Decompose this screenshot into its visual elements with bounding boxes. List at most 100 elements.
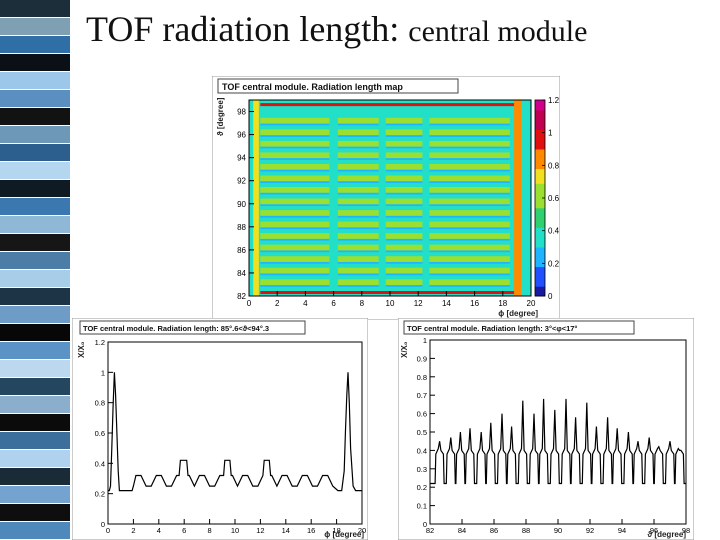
theta-x-axis-label: ϑ [degree]	[648, 530, 687, 539]
heatmap-x-tick-label: 12	[414, 299, 423, 308]
theta-series-line	[430, 398, 686, 485]
radiation-length-vs-theta-chart: TOF central module. Radiation length: 3°…	[398, 318, 694, 540]
theta-y-axis-label: X/X₀	[400, 341, 409, 358]
heatmap-y-tick-label: 94	[237, 154, 246, 163]
stripe-block	[0, 252, 70, 270]
colorbar-segment	[535, 168, 545, 174]
stripe-block	[0, 54, 70, 72]
phi-x-tick-label: 6	[182, 526, 186, 535]
phi-x-tick-label: 4	[157, 526, 161, 535]
theta-y-tick-label: 0.9	[417, 354, 427, 363]
heatmap-y-tick-label: 82	[237, 292, 246, 301]
colorbar-segment	[535, 158, 545, 165]
theta-x-tick-label: 92	[586, 526, 594, 535]
heatmap-x-tick-label: 4	[303, 299, 308, 308]
colorbar-segment	[535, 207, 545, 214]
phi-y-tick-label: 1.2	[95, 338, 105, 347]
phi-series-line	[108, 372, 362, 492]
stripe-block	[0, 216, 70, 234]
theta-x-tick-label: 84	[458, 526, 466, 535]
colorbar-segment	[535, 139, 545, 145]
stripe-block	[0, 270, 70, 288]
heatmap-edge-row	[260, 103, 515, 107]
heatmap-y-tick-label: 88	[237, 223, 246, 232]
slide-title-sub: central module	[408, 15, 588, 48]
stripe-block	[0, 342, 70, 360]
theta-y-tick-label: 0.1	[417, 502, 427, 511]
colorbar-segment	[535, 153, 545, 160]
colorbar-segment	[535, 129, 545, 135]
phi-x-tick-label: 10	[231, 526, 239, 535]
theta-x-tick-label: 90	[554, 526, 562, 535]
stripe-block	[0, 90, 70, 108]
stripe-block	[0, 162, 70, 180]
phi-x-tick-label: 0	[106, 526, 110, 535]
heatmap-x-tick-label: 8	[360, 299, 365, 308]
theta-x-tick-label: 94	[618, 526, 626, 535]
colorbar-segment	[535, 114, 545, 121]
phi-axes-frame	[107, 341, 363, 525]
stripe-block	[0, 468, 70, 486]
colorbar-segment	[535, 124, 545, 130]
colorbar-segment	[535, 163, 545, 170]
phi-y-tick-label: 0.6	[95, 429, 105, 438]
stripe-block	[0, 288, 70, 306]
slide-title-main: TOF radiation length:	[86, 9, 400, 49]
stripe-block	[0, 414, 70, 432]
stripe-block	[0, 234, 70, 252]
stripe-block	[0, 198, 70, 216]
heatmap-x-tick-label: 6	[331, 299, 336, 308]
theta-axes-frame	[429, 339, 687, 525]
colorbar-segment	[535, 149, 545, 155]
phi-y-tick-label: 0	[101, 520, 105, 529]
phi-x-tick-label: 20	[358, 526, 366, 535]
stripe-block	[0, 432, 70, 450]
heatmap-y-tick-label: 96	[237, 131, 246, 140]
colorbar-segment	[535, 266, 545, 272]
colorbar-segment	[535, 134, 545, 140]
phi-x-axis-label: ϕ [degree]	[324, 530, 364, 539]
heatmap-vertical-bar	[253, 100, 259, 296]
colorbar-segment	[535, 173, 545, 179]
colorbar-segment	[535, 271, 545, 277]
stripe-block	[0, 360, 70, 378]
theta-x-tick-label: 98	[682, 526, 690, 535]
colorbar-segment	[535, 109, 545, 116]
colorbar-segment	[535, 286, 545, 292]
heatmap-y-axis-label: ϑ [degree]	[216, 97, 225, 136]
colorbar-segment	[535, 256, 545, 263]
theta-y-tick-label: 0.5	[417, 428, 427, 437]
radiation-length-vs-phi-chart: TOF central module. Radiation length: 85…	[72, 318, 368, 540]
colorbar-tick-label: 0.6	[548, 194, 560, 203]
phi-x-tick-label: 14	[282, 526, 290, 535]
heatmap-edge-row	[260, 291, 515, 295]
heatmap-body	[249, 100, 531, 296]
heatmap-y-tick-label: 86	[237, 246, 246, 255]
colorbar-segment	[535, 242, 545, 248]
colorbar-segment	[535, 188, 545, 194]
theta-x-tick-label: 82	[426, 526, 434, 535]
colorbar-segment	[535, 281, 545, 287]
phi-x-tick-label: 18	[332, 526, 340, 535]
stripe-block	[0, 504, 70, 522]
theta-y-tick-label: 0.3	[417, 465, 427, 474]
stripe-block	[0, 72, 70, 90]
heatmap-vertical-bar	[514, 100, 522, 296]
heatmap-title-box	[217, 78, 459, 94]
theta-plot-area: 82 84 86 88 90 92 94 96 98 0 0.1 0.2 0.3 0.4 0.5 0.6 0.7…	[417, 336, 691, 535]
heatmap-background	[249, 100, 531, 296]
theta-y-tick-label: 0	[423, 520, 427, 529]
colorbar-segment	[535, 202, 545, 209]
colorbar-tick-label: 0.4	[548, 227, 560, 236]
stripe-block	[0, 18, 70, 36]
heatmap-x-tick-label: 20	[527, 299, 536, 308]
phi-y-tick-label: 1	[101, 368, 105, 377]
stripe-block	[0, 36, 70, 54]
phi-title: TOF central module. Radiation length: 85…	[83, 324, 269, 333]
stripe-block	[0, 144, 70, 162]
colorbar-segment	[535, 217, 545, 223]
theta-y-tick-label: 0.4	[417, 446, 427, 455]
colorbar-segment	[535, 100, 545, 106]
heatmap-axes: 0 2 4 6 8 10 12 14 16 18 20 82 84 86 88 90 92 94 96 98	[237, 99, 536, 308]
phi-y-tick-label: 0.8	[95, 399, 105, 408]
